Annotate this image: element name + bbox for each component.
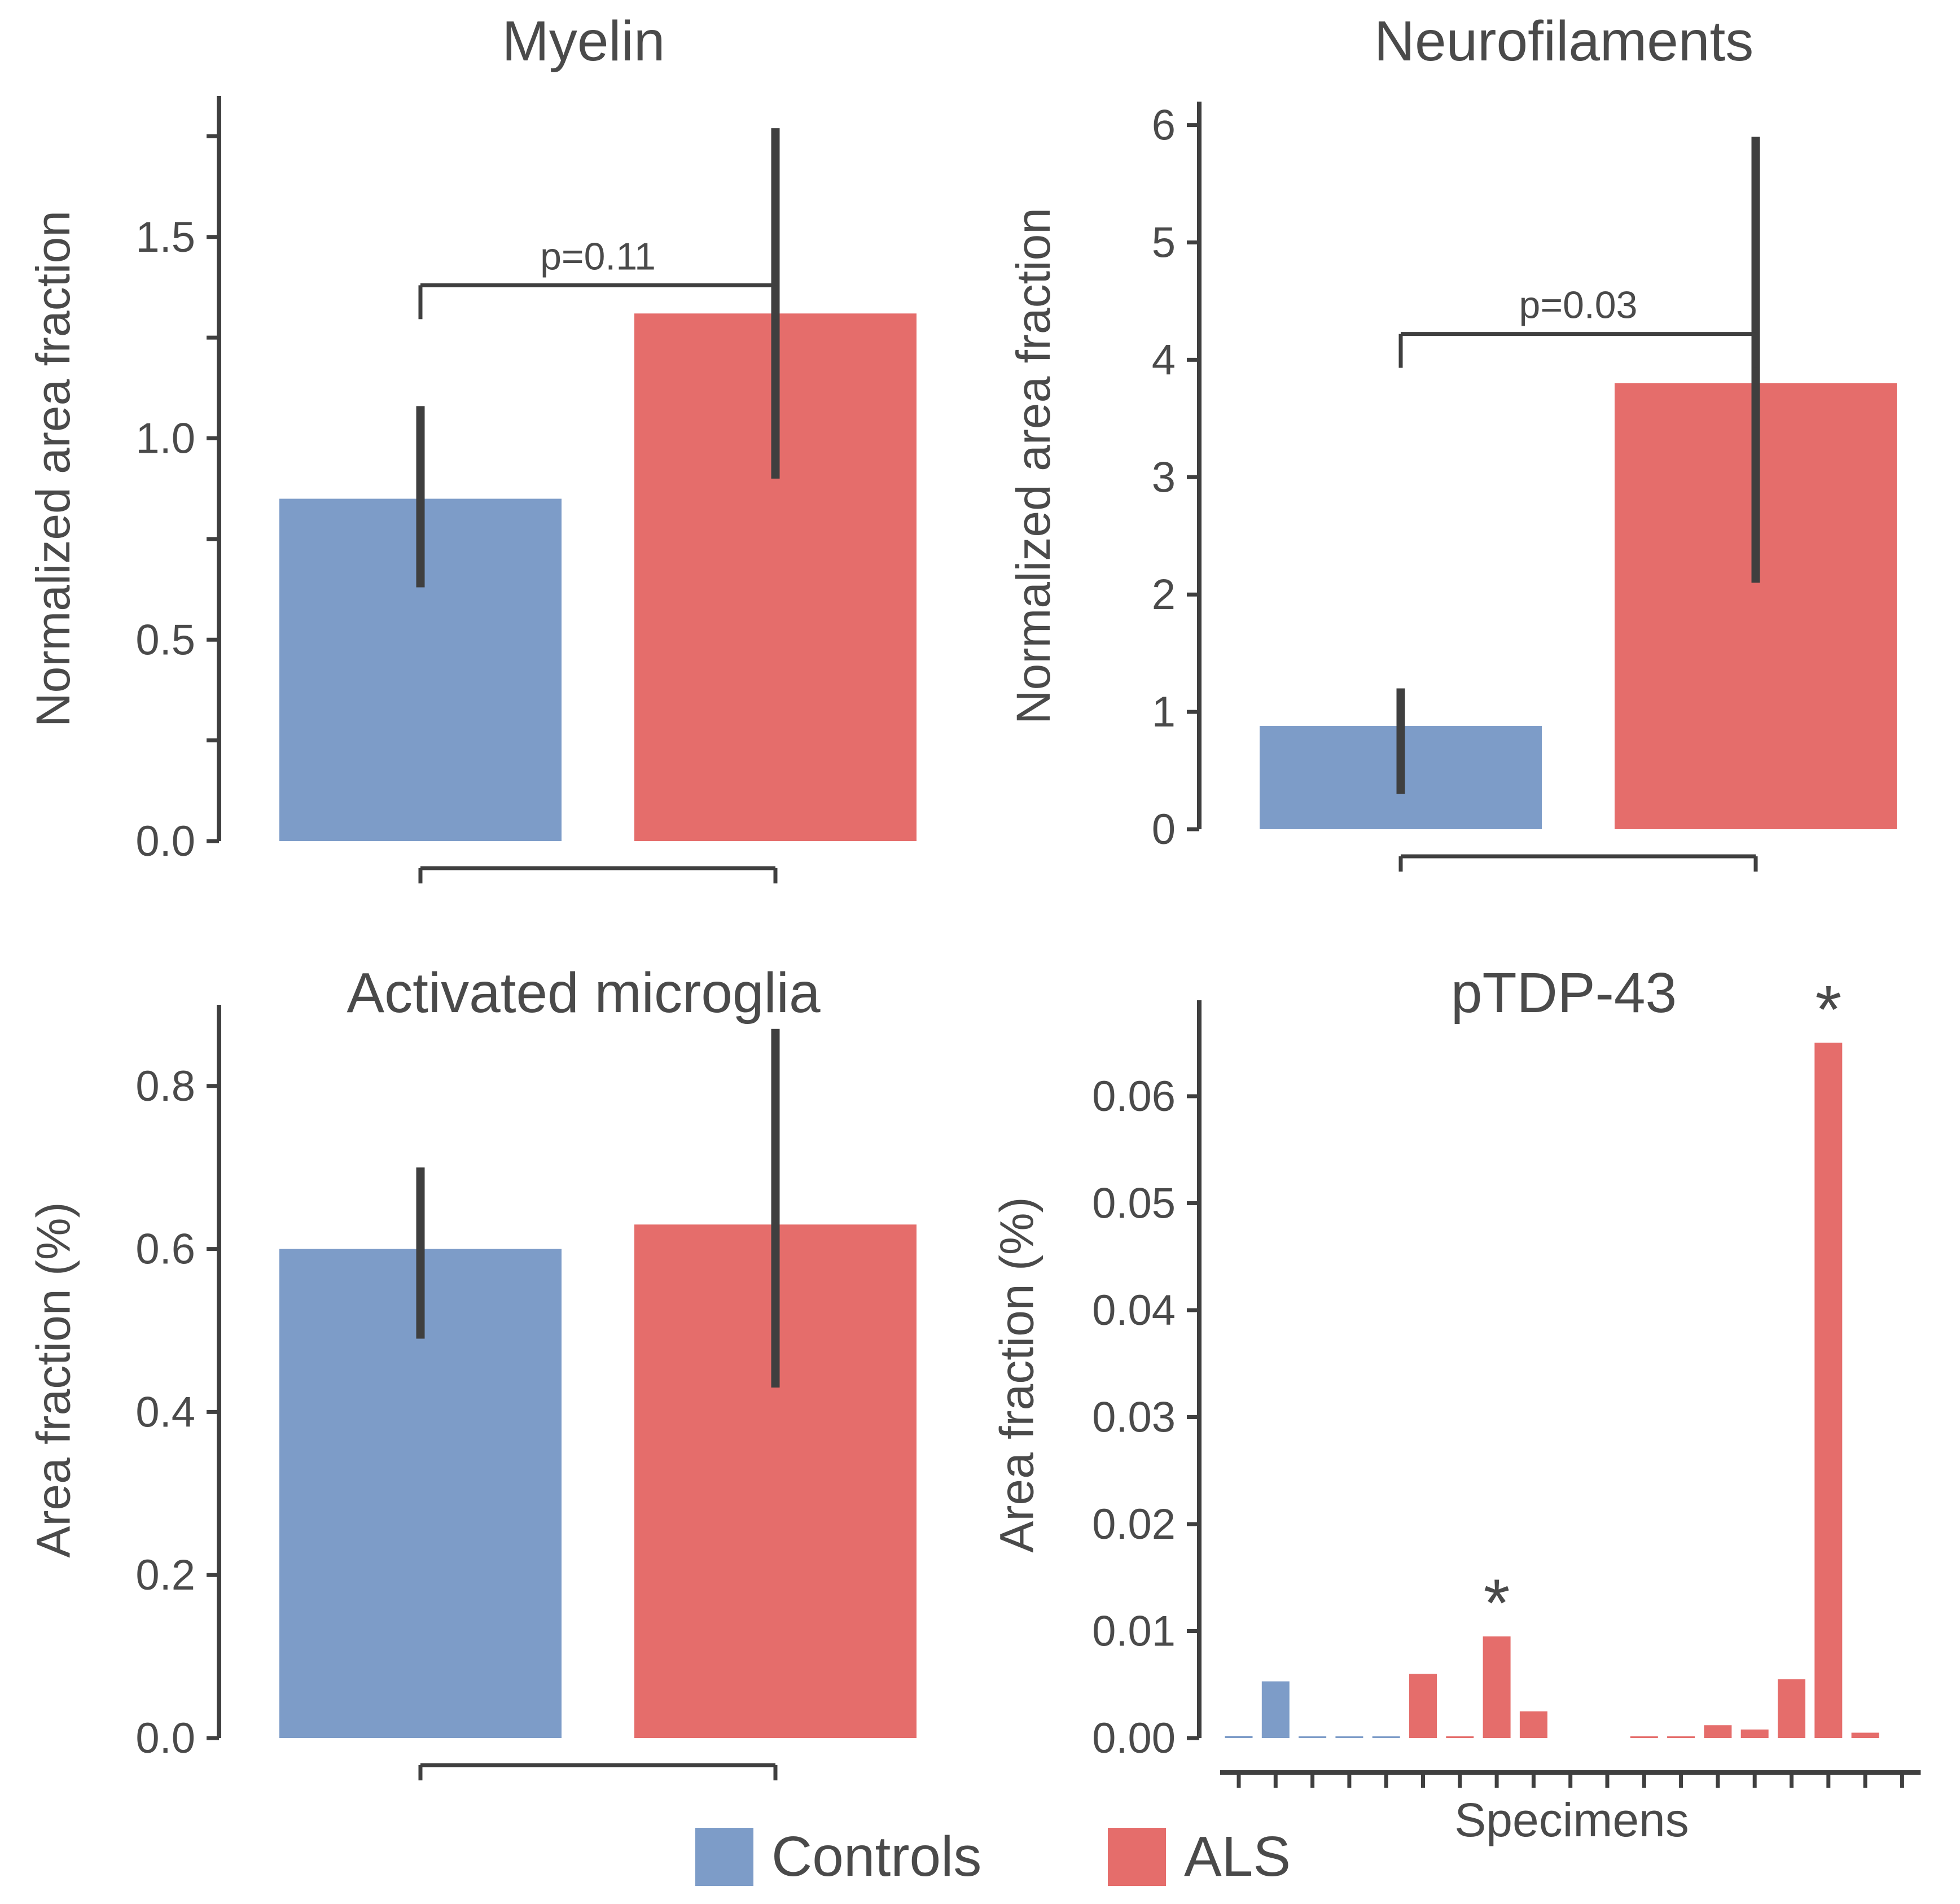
chart-ptdp43: pTDP-43 Area fraction (%) Specimens 0.00… [980, 952, 1960, 1904]
svg-text:2: 2 [1152, 571, 1176, 619]
svg-text:0.01: 0.01 [1092, 1608, 1176, 1656]
legend-swatch-controls [695, 1828, 753, 1886]
svg-text:1.0: 1.0 [135, 415, 195, 463]
svg-text:0.8: 0.8 [135, 1062, 195, 1110]
activated-microglia-plot: 0.0 0.2 0.4 0.6 0.8 [135, 1005, 917, 1780]
svg-text:0.05: 0.05 [1092, 1180, 1176, 1228]
chart-myelin: Myelin Normalized area fraction 0.0 0.5 1.… [0, 0, 980, 952]
legend-label-als: ALS [1184, 1825, 1291, 1888]
chart-neurofilaments: Neurofilaments Normalized area fraction … [980, 0, 1960, 952]
svg-text:4: 4 [1152, 336, 1176, 384]
svg-text:0.4: 0.4 [135, 1388, 195, 1436]
svg-text:p=0.11: p=0.11 [540, 235, 656, 278]
neurofilaments-plot: 0 1 2 3 4 5 6 p=0.03 [1152, 102, 1897, 872]
svg-text:0.2: 0.2 [135, 1551, 195, 1599]
ptdp43-plot: 0.00 0.01 0.02 0.03 0.04 0.05 0.06 * * [1092, 971, 1921, 1788]
x-axis-label-specimens: Specimens [1454, 1793, 1689, 1846]
svg-text:6: 6 [1152, 102, 1176, 150]
svg-text:0.6: 0.6 [135, 1225, 195, 1273]
legend-swatch-als [1108, 1828, 1166, 1886]
svg-text:*: * [1484, 1565, 1510, 1641]
chart-title-activated-microglia: Activated microglia [347, 961, 821, 1025]
svg-text:1.5: 1.5 [135, 213, 195, 261]
svg-text:0.03: 0.03 [1092, 1394, 1176, 1442]
svg-text:p=0.03: p=0.03 [1519, 284, 1638, 327]
svg-text:0.04: 0.04 [1092, 1286, 1176, 1334]
legend-item-controls: Controls [695, 1824, 981, 1889]
svg-text:0.00: 0.00 [1092, 1714, 1176, 1762]
myelin-plot: 0.0 0.5 1.0 1.5 p=0.11 [135, 96, 917, 883]
chart-title-neurofilaments: Neurofilaments [1374, 10, 1754, 73]
svg-text:3: 3 [1152, 453, 1176, 501]
svg-text:1: 1 [1152, 688, 1176, 736]
svg-text:0.02: 0.02 [1092, 1500, 1176, 1548]
chart-title-ptdp43: pTDP-43 [1450, 961, 1677, 1025]
svg-text:0.0: 0.0 [135, 1714, 195, 1762]
svg-text:0.0: 0.0 [135, 817, 195, 865]
chart-activated-microglia: Activated microglia Area fraction (%) 0.… [0, 952, 980, 1904]
svg-text:5: 5 [1152, 219, 1176, 267]
svg-text:*: * [1815, 971, 1841, 1047]
svg-text:0.5: 0.5 [135, 616, 195, 664]
svg-text:0: 0 [1152, 806, 1176, 853]
legend-label-controls: Controls [771, 1825, 982, 1888]
svg-text:0.06: 0.06 [1092, 1073, 1176, 1120]
legend: Controls ALS [0, 1818, 1960, 1902]
legend-item-als: ALS [1108, 1824, 1291, 1889]
chart-title-myelin: Myelin [502, 10, 665, 73]
